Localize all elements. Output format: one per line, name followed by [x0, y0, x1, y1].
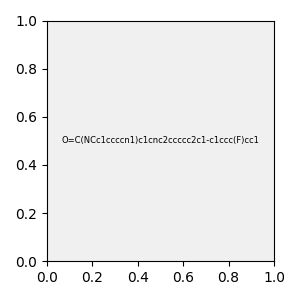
Text: O=C(NCc1ccccn1)c1cnc2ccccc2c1-c1ccc(F)cc1: O=C(NCc1ccccn1)c1cnc2ccccc2c1-c1ccc(F)cc…: [61, 136, 259, 146]
